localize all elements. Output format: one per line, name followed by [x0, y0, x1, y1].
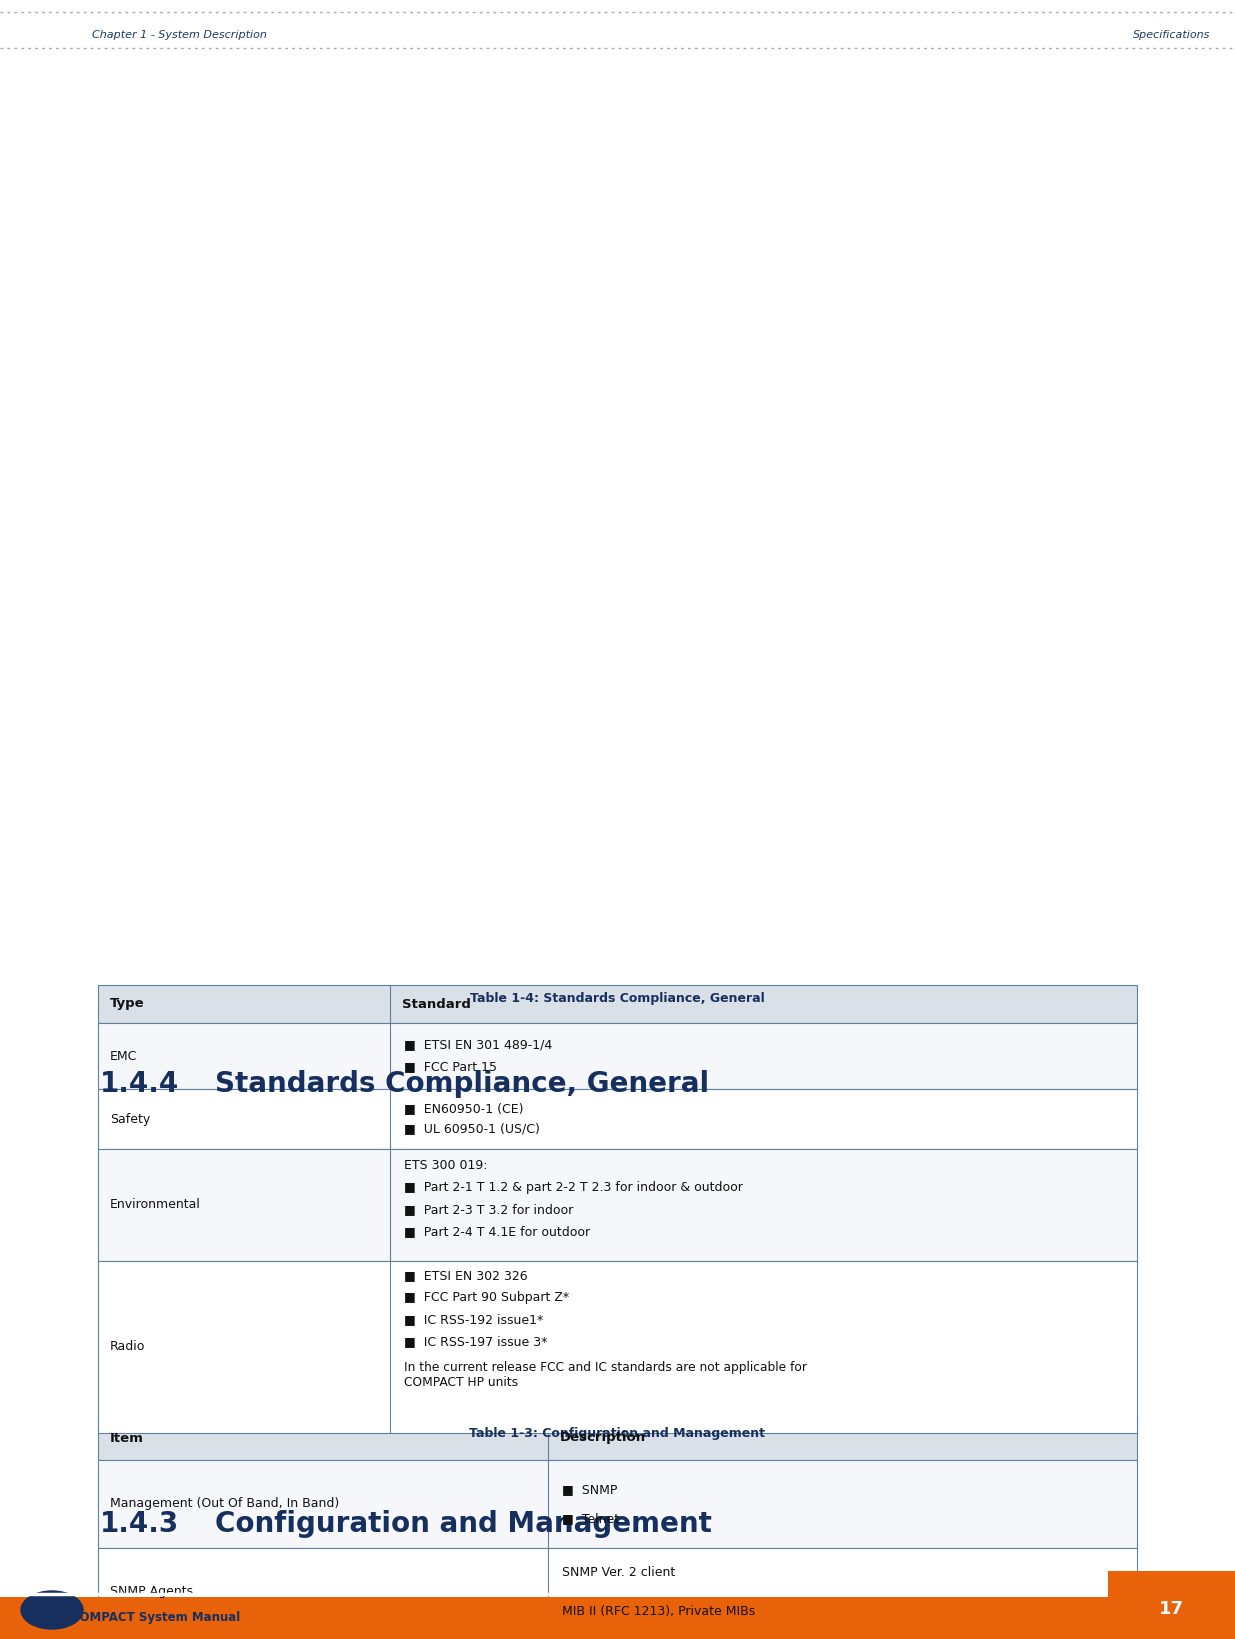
Text: Specifications: Specifications: [1132, 30, 1210, 39]
Text: Table 1-3: Configuration and Management: Table 1-3: Configuration and Management: [469, 1428, 764, 1441]
Text: ■  UL 60950-1 (US/C): ■ UL 60950-1 (US/C): [404, 1123, 540, 1136]
FancyBboxPatch shape: [98, 1023, 1137, 1088]
Text: Standard: Standard: [403, 998, 471, 1011]
Text: Standards Compliance, General: Standards Compliance, General: [215, 1070, 709, 1098]
Text: ■  ETSI EN 301 489-1/4: ■ ETSI EN 301 489-1/4: [404, 1039, 552, 1052]
FancyBboxPatch shape: [98, 1149, 1137, 1260]
Text: Environmental: Environmental: [110, 1198, 201, 1211]
Text: In the current release FCC and IC standards are not applicable for
COMPACT HP un: In the current release FCC and IC standa…: [404, 1360, 806, 1388]
Text: ETS 300 019:: ETS 300 019:: [404, 1159, 488, 1172]
Text: ■  FCC Part 15: ■ FCC Part 15: [404, 1060, 496, 1074]
Text: 1.4.3: 1.4.3: [100, 1510, 179, 1537]
Text: SNMP Ver. 2 client: SNMP Ver. 2 client: [562, 1567, 676, 1578]
Text: Type: Type: [110, 998, 144, 1011]
FancyBboxPatch shape: [98, 1260, 1137, 1432]
Text: Table 1-4: Standards Compliance, General: Table 1-4: Standards Compliance, General: [469, 992, 764, 1005]
Text: Chapter 1 - System Description: Chapter 1 - System Description: [91, 30, 267, 39]
Text: ■  EN60950-1 (CE): ■ EN60950-1 (CE): [404, 1103, 524, 1116]
Text: Management (Out Of Band, In Band): Management (Out Of Band, In Band): [110, 1498, 340, 1511]
Text: EMC: EMC: [110, 1049, 137, 1062]
Text: Radio: Radio: [110, 1341, 146, 1354]
FancyBboxPatch shape: [98, 1547, 1137, 1636]
Text: Item: Item: [110, 1431, 143, 1444]
FancyBboxPatch shape: [1108, 1572, 1235, 1639]
Text: Description: Description: [559, 1431, 646, 1444]
Text: SNMP Agents: SNMP Agents: [110, 1585, 193, 1598]
FancyBboxPatch shape: [98, 1416, 1137, 1460]
FancyBboxPatch shape: [98, 1636, 1137, 1639]
Text: ■  Part 2-1 T 1.2 & part 2-2 T 2.3 for indoor & outdoor: ■ Part 2-1 T 1.2 & part 2-2 T 2.3 for in…: [404, 1182, 743, 1193]
Text: ■  IC RSS-197 issue 3*: ■ IC RSS-197 issue 3*: [404, 1336, 547, 1347]
Text: ■  ETSI EN 302 326: ■ ETSI EN 302 326: [404, 1269, 527, 1282]
Text: 1.4.4: 1.4.4: [100, 1070, 179, 1098]
Text: ■  FCC Part 90 Subpart Z*: ■ FCC Part 90 Subpart Z*: [404, 1292, 569, 1305]
Text: ■  SNMP: ■ SNMP: [562, 1483, 618, 1496]
Text: ■  Part 2-3 T 3.2 for indoor: ■ Part 2-3 T 3.2 for indoor: [404, 1203, 573, 1216]
Text: Configuration and Management: Configuration and Management: [215, 1510, 711, 1537]
Ellipse shape: [21, 1591, 83, 1629]
FancyBboxPatch shape: [98, 1088, 1137, 1149]
Text: Safety: Safety: [110, 1113, 151, 1126]
Text: MIB II (RFC 1213), Private MIBs: MIB II (RFC 1213), Private MIBs: [562, 1605, 756, 1618]
Text: 17: 17: [1158, 1600, 1183, 1618]
Text: BreezeCOMPACT System Manual: BreezeCOMPACT System Manual: [25, 1611, 241, 1624]
Text: ■  Part 2-4 T 4.1E for outdoor: ■ Part 2-4 T 4.1E for outdoor: [404, 1224, 590, 1237]
FancyBboxPatch shape: [98, 985, 1137, 1023]
Text: ■  IC RSS-192 issue1*: ■ IC RSS-192 issue1*: [404, 1313, 543, 1326]
Text: ■  Telnet: ■ Telnet: [562, 1513, 619, 1526]
FancyBboxPatch shape: [0, 1596, 1235, 1639]
FancyBboxPatch shape: [98, 1460, 1137, 1547]
